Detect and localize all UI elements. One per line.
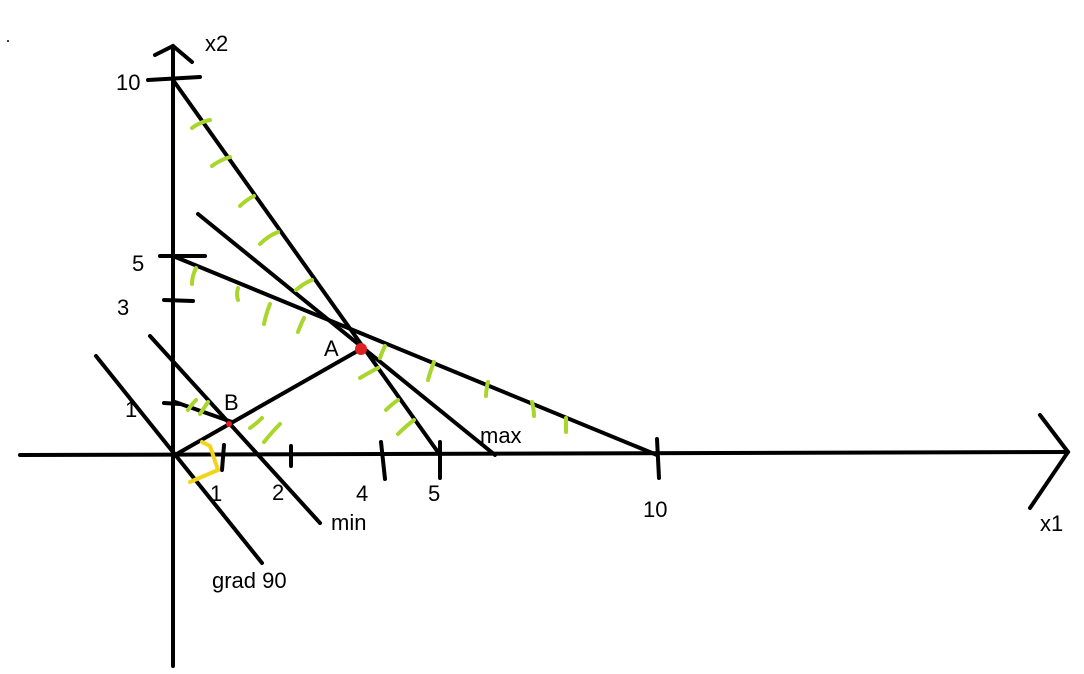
axes xyxy=(18,43,1071,668)
constraint-line-5-10 xyxy=(171,254,659,457)
hatch-mark xyxy=(258,230,280,246)
x-tick-label-5: 5 xyxy=(428,481,440,506)
hatch-mark xyxy=(296,316,306,334)
feasible-region-hatching xyxy=(186,118,569,444)
x2-axis-arrow xyxy=(153,43,194,64)
x1-axis-label: x1 xyxy=(1040,511,1063,536)
right-angle-marker xyxy=(188,440,221,484)
hatch-mark xyxy=(186,398,198,412)
hatch-mark xyxy=(294,278,314,292)
x1-axis xyxy=(18,450,1070,457)
hatch-mark xyxy=(190,118,212,130)
y-tick-label-3: 3 xyxy=(117,295,129,320)
x2-axis-label: x2 xyxy=(205,31,228,56)
min-line-label: min xyxy=(331,510,366,535)
x1-axis-arrow xyxy=(1028,413,1071,510)
x-axis-ticks xyxy=(220,437,661,481)
gradient-perpendicular-line xyxy=(94,354,264,565)
x-tick-10 xyxy=(655,437,661,480)
hatch-mark xyxy=(190,266,198,286)
point-a-label: A xyxy=(324,336,339,361)
x-tick-1 xyxy=(220,443,226,472)
max-line-label: max xyxy=(480,423,522,448)
hatch-mark xyxy=(396,418,416,436)
x-tick-label-10: 10 xyxy=(643,497,667,522)
hatch-mark xyxy=(262,302,272,326)
hatch-mark xyxy=(210,155,232,168)
y-tick-3 xyxy=(162,298,195,303)
stray-dot xyxy=(7,40,9,42)
x-tick-label-4: 4 xyxy=(356,481,368,506)
hatch-mark xyxy=(484,380,490,398)
point-b-label: B xyxy=(224,390,239,415)
hatch-mark xyxy=(238,194,256,208)
point-b-dot xyxy=(226,421,232,427)
hatch-mark xyxy=(358,366,380,380)
hatch-mark xyxy=(426,360,436,382)
hatch-mark xyxy=(384,398,400,412)
y-tick-label-5: 5 xyxy=(132,251,144,276)
y-tick-label-1: 1 xyxy=(125,397,137,422)
hatch-mark xyxy=(530,400,536,418)
y-tick-label-10: 10 xyxy=(116,70,140,95)
x-tick-4 xyxy=(379,440,387,481)
point-a-dot xyxy=(355,343,367,355)
hatch-mark xyxy=(378,344,387,360)
gradient-line-label: grad 90 xyxy=(212,568,287,593)
constraint-line-10-5 xyxy=(171,78,442,457)
objective-line-max xyxy=(196,212,497,457)
hatch-mark xyxy=(248,416,264,430)
x-tick-label-2: 2 xyxy=(272,480,284,505)
x-tick-label-1: 1 xyxy=(210,481,222,506)
hatch-mark xyxy=(198,400,210,416)
hatch-mark xyxy=(235,286,240,302)
hatch-mark xyxy=(262,422,282,444)
objective-line-min xyxy=(148,334,322,525)
gradient-line-o-a xyxy=(173,347,363,457)
constraint-lines xyxy=(94,78,659,565)
